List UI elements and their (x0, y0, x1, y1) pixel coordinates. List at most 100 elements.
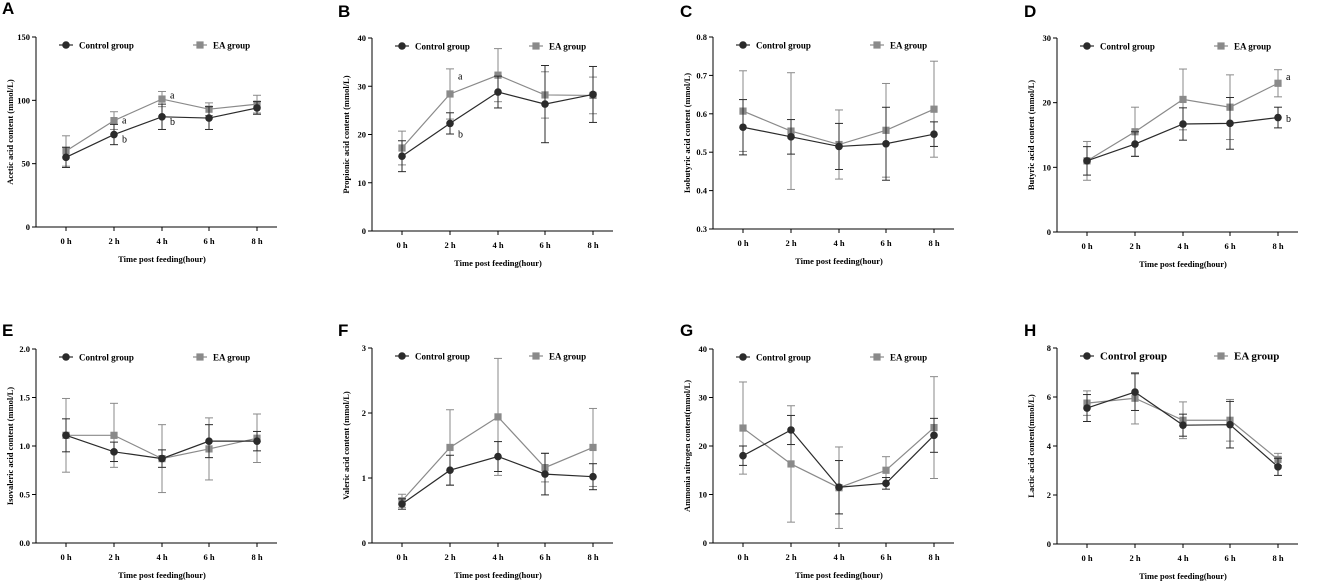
legend-marker-ea (196, 353, 204, 361)
x-tick-label: 6 h (1224, 553, 1235, 563)
y-tick-label: 1.5 (19, 393, 30, 403)
legend: Control group EA group (59, 41, 250, 51)
legend-label-control: Control group (1100, 42, 1155, 52)
data-point (253, 437, 261, 445)
legend-label-ea: EA group (890, 353, 927, 363)
legend-marker-ea (196, 41, 204, 49)
data-point (930, 105, 938, 113)
y-tick-label: 10 (358, 178, 367, 188)
x-tick-label: 2 h (1129, 553, 1140, 563)
x-tick-label: 8 h (587, 240, 598, 250)
data-point (494, 413, 502, 421)
x-axis-title: Time post feeding(hour) (1139, 571, 1227, 581)
x-tick-label: 4 h (833, 238, 844, 248)
data-point (787, 133, 795, 141)
x-tick-label: 2 h (108, 552, 119, 562)
legend-label-control: Control group (415, 42, 470, 52)
data-point (589, 472, 597, 481)
data-point (1179, 421, 1187, 429)
y-tick-label: 20 (699, 441, 708, 451)
data-point (787, 460, 795, 468)
legend: Control group EA group (59, 353, 250, 363)
legend-marker-ea (1217, 352, 1225, 360)
series-control (739, 99, 938, 181)
y-tick-label: 2 (362, 408, 366, 418)
y-tick-label: 20 (1043, 98, 1052, 108)
data-point (787, 426, 795, 434)
legend-marker-ea (1217, 42, 1225, 50)
data-point (739, 424, 747, 432)
data-point (62, 431, 70, 440)
significance-label: a (122, 116, 127, 127)
x-tick-label: 0 h (396, 240, 407, 250)
data-point (446, 443, 454, 452)
data-point (110, 117, 118, 125)
x-tick-label: 4 h (156, 236, 167, 246)
panel-g: G 0 10 20 30 40 0 h 2 h 4 h 6 h 8 h Time post feedi… (680, 321, 954, 580)
y-tick-label: 6 (1047, 392, 1051, 402)
panel-letter: G (680, 321, 693, 340)
x-tick-label: 0 h (60, 236, 71, 246)
data-point (110, 431, 118, 439)
y-tick-label: 0.7 (696, 70, 707, 80)
significance-label: a (1286, 72, 1291, 83)
data-point (1274, 79, 1282, 87)
x-tick-label: 8 h (1272, 553, 1283, 563)
x-tick-label: 2 h (108, 236, 119, 246)
data-point (930, 431, 938, 440)
panel-b: B 0 10 20 30 40 0 h 2 h 4 h 6 h 8 h Time post feedi… (338, 2, 613, 268)
legend-label-control: Control group (1100, 351, 1167, 363)
data-point (835, 483, 843, 492)
legend-label-control: Control group (756, 41, 811, 51)
data-point (541, 470, 549, 478)
x-tick-label: 6 h (880, 552, 891, 562)
series-control (398, 65, 597, 173)
y-tick-label: 30 (358, 81, 367, 91)
y-axis-title: Isobutyric acid content (mmol/L) (682, 73, 692, 193)
panel-letter: D (1024, 2, 1036, 21)
panel-h: H 0 2 4 6 8 0 h 2 h 4 h 6 h 8 h Time post feeding(h… (1024, 321, 1298, 581)
legend: Control group EA group (736, 353, 927, 363)
data-point (1083, 404, 1091, 412)
y-tick-label: 0 (362, 226, 366, 236)
x-tick-label: 8 h (928, 238, 939, 248)
data-point (1179, 95, 1187, 104)
y-tick-label: 150 (17, 32, 30, 42)
x-axis-title: Time post feeding(hour) (454, 570, 542, 580)
x-tick-label: 2 h (1129, 241, 1140, 251)
data-point (110, 130, 118, 139)
x-tick-label: 0 h (737, 552, 748, 562)
y-axis-title: Butyric acid content (mmol/L) (1026, 80, 1036, 190)
data-point (1179, 120, 1187, 128)
data-point (494, 88, 502, 96)
legend: Control group EA group (1080, 42, 1271, 52)
data-point (62, 153, 70, 162)
x-tick-label: 4 h (492, 240, 503, 250)
significance-label: b (1286, 114, 1291, 125)
significance-label: a (458, 72, 463, 83)
legend-marker-ea (873, 41, 881, 49)
series-ea (62, 397, 261, 494)
data-point (589, 90, 597, 99)
y-axis-title: Isovaleric acid content (mmol/L) (5, 387, 15, 505)
panel-d: D 0 10 20 30 0 h 2 h 4 h 6 h 8 h Time post feeding… (1024, 2, 1298, 269)
legend-marker-control (739, 353, 747, 361)
y-tick-label: 3 (362, 343, 366, 353)
y-tick-label: 10 (699, 490, 708, 500)
legend-label-ea: EA group (890, 41, 927, 51)
panel-letter: B (338, 2, 350, 21)
x-axis-title: Time post feeding(hour) (118, 254, 206, 264)
y-tick-label: 0.8 (696, 32, 707, 42)
series-control (62, 418, 261, 468)
data-point (446, 119, 454, 128)
x-tick-label: 8 h (928, 552, 939, 562)
data-point (1083, 157, 1091, 165)
legend: Control group EA group (1080, 351, 1279, 363)
y-tick-label: 0.3 (696, 224, 707, 234)
x-axis-title: Time post feeding(hour) (454, 258, 542, 268)
y-tick-label: 0.6 (696, 109, 707, 119)
significance-label: b (122, 135, 127, 146)
data-point (882, 479, 890, 488)
legend-label-ea: EA group (549, 42, 586, 52)
x-tick-label: 0 h (396, 552, 407, 562)
